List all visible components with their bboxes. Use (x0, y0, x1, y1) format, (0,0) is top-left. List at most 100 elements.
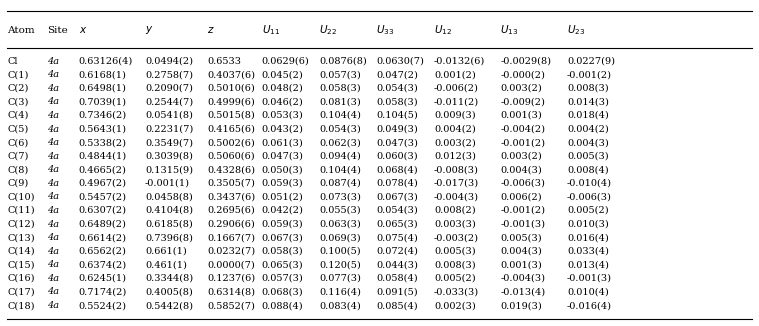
Text: 0.0541(8): 0.0541(8) (145, 111, 193, 120)
Text: C(7): C(7) (8, 152, 29, 161)
Text: 0.4037(6): 0.4037(6) (207, 70, 255, 79)
Text: 0.4665(2): 0.4665(2) (78, 165, 127, 174)
Text: 0.104(4): 0.104(4) (319, 165, 361, 174)
Text: 0.016(4): 0.016(4) (567, 233, 609, 242)
Text: 0.0629(6): 0.0629(6) (262, 57, 309, 66)
Text: 0.5643(1): 0.5643(1) (78, 125, 127, 134)
Text: 0.5852(7): 0.5852(7) (207, 301, 255, 310)
Text: 0.5060(6): 0.5060(6) (207, 152, 255, 161)
Text: 0.057(3): 0.057(3) (319, 70, 361, 79)
Text: Cl: Cl (8, 57, 18, 66)
Text: -0.016(4): -0.016(4) (567, 301, 612, 310)
Text: 0.077(3): 0.077(3) (319, 274, 361, 283)
Text: 0.005(3): 0.005(3) (434, 247, 476, 256)
Text: 4a: 4a (47, 125, 59, 134)
Text: 0.006(2): 0.006(2) (500, 192, 542, 201)
Text: 0.0494(2): 0.0494(2) (145, 57, 193, 66)
Text: 4a: 4a (47, 111, 59, 120)
Text: $U_{22}$: $U_{22}$ (319, 23, 337, 37)
Text: 0.4104(8): 0.4104(8) (145, 206, 193, 215)
Text: $U_{13}$: $U_{13}$ (500, 23, 518, 37)
Text: 0.085(4): 0.085(4) (376, 301, 418, 310)
Text: 0.001(3): 0.001(3) (500, 260, 542, 269)
Text: $y$: $y$ (145, 24, 153, 37)
Text: 0.008(4): 0.008(4) (567, 165, 609, 174)
Text: 0.091(5): 0.091(5) (376, 288, 418, 296)
Text: 0.008(3): 0.008(3) (567, 84, 609, 93)
Text: 0.048(2): 0.048(2) (262, 84, 304, 93)
Text: 0.003(2): 0.003(2) (500, 152, 542, 161)
Text: -0.011(2): -0.011(2) (434, 97, 479, 106)
Text: 0.001(3): 0.001(3) (500, 111, 542, 120)
Text: 0.018(4): 0.018(4) (567, 111, 609, 120)
Text: 4a: 4a (47, 220, 59, 229)
Text: $U_{12}$: $U_{12}$ (434, 23, 452, 37)
Text: 0.010(4): 0.010(4) (567, 288, 609, 296)
Text: 0.3549(7): 0.3549(7) (145, 138, 193, 147)
Text: C(15): C(15) (8, 260, 35, 269)
Text: 0.047(3): 0.047(3) (262, 152, 304, 161)
Text: 4a: 4a (47, 192, 59, 201)
Text: -0.000(2): -0.000(2) (500, 70, 546, 79)
Text: 4a: 4a (47, 97, 59, 106)
Text: 0.060(3): 0.060(3) (376, 152, 418, 161)
Text: -0.0029(8): -0.0029(8) (500, 57, 552, 66)
Text: 0.068(4): 0.068(4) (376, 165, 418, 174)
Text: 0.073(3): 0.073(3) (319, 192, 361, 201)
Text: 0.2758(7): 0.2758(7) (145, 70, 193, 79)
Text: -0.001(2): -0.001(2) (567, 70, 612, 79)
Text: 0.1237(6): 0.1237(6) (207, 274, 255, 283)
Text: C(1): C(1) (8, 70, 29, 79)
Text: 0.100(5): 0.100(5) (319, 247, 361, 256)
Text: $U_{11}$: $U_{11}$ (262, 23, 280, 37)
Text: -0.033(3): -0.033(3) (434, 288, 479, 296)
Text: C(17): C(17) (8, 288, 35, 296)
Text: 0.2906(6): 0.2906(6) (207, 220, 255, 229)
Text: -0.006(2): -0.006(2) (434, 84, 479, 93)
Text: -0.013(4): -0.013(4) (500, 288, 546, 296)
Text: -0.017(3): -0.017(3) (434, 179, 479, 188)
Text: $U_{23}$: $U_{23}$ (567, 23, 585, 37)
Text: 0.045(2): 0.045(2) (262, 70, 304, 79)
Text: 0.5457(2): 0.5457(2) (78, 192, 127, 201)
Text: 0.5524(2): 0.5524(2) (78, 301, 127, 310)
Text: 4a: 4a (47, 247, 59, 256)
Text: C(18): C(18) (8, 301, 35, 310)
Text: 0.1667(7): 0.1667(7) (207, 233, 255, 242)
Text: 0.059(3): 0.059(3) (262, 179, 303, 188)
Text: C(8): C(8) (8, 165, 29, 174)
Text: -0.001(2): -0.001(2) (500, 206, 546, 215)
Text: $z$: $z$ (207, 25, 215, 36)
Text: -0.003(2): -0.003(2) (434, 233, 479, 242)
Text: -0.004(2): -0.004(2) (500, 125, 546, 134)
Text: 0.5338(2): 0.5338(2) (78, 138, 127, 147)
Text: 0.043(2): 0.043(2) (262, 125, 304, 134)
Text: 0.014(3): 0.014(3) (567, 97, 609, 106)
Text: 4a: 4a (47, 70, 59, 79)
Text: 0.4999(6): 0.4999(6) (207, 97, 255, 106)
Text: 4a: 4a (47, 206, 59, 215)
Text: 0.075(4): 0.075(4) (376, 233, 418, 242)
Text: 0.004(2): 0.004(2) (567, 125, 609, 134)
Text: 0.053(3): 0.053(3) (262, 111, 304, 120)
Text: 0.4844(1): 0.4844(1) (78, 152, 127, 161)
Text: 0.004(3): 0.004(3) (500, 165, 542, 174)
Text: 0.5010(6): 0.5010(6) (207, 84, 255, 93)
Text: 0.120(5): 0.120(5) (319, 260, 361, 269)
Text: 0.3437(6): 0.3437(6) (207, 192, 255, 201)
Text: 0.002(3): 0.002(3) (434, 301, 476, 310)
Text: 0.049(3): 0.049(3) (376, 125, 418, 134)
Text: C(4): C(4) (8, 111, 29, 120)
Text: 0.6562(2): 0.6562(2) (78, 247, 127, 256)
Text: 0.008(3): 0.008(3) (434, 260, 476, 269)
Text: 0.058(4): 0.058(4) (376, 274, 418, 283)
Text: $U_{33}$: $U_{33}$ (376, 23, 395, 37)
Text: 0.6489(2): 0.6489(2) (78, 220, 127, 229)
Text: 0.7396(8): 0.7396(8) (145, 233, 193, 242)
Text: 4a: 4a (47, 179, 59, 188)
Text: 0.058(3): 0.058(3) (262, 247, 303, 256)
Text: 0.044(3): 0.044(3) (376, 260, 418, 269)
Text: 0.0227(9): 0.0227(9) (567, 57, 615, 66)
Text: 0.104(5): 0.104(5) (376, 111, 418, 120)
Text: 0.003(3): 0.003(3) (434, 220, 476, 229)
